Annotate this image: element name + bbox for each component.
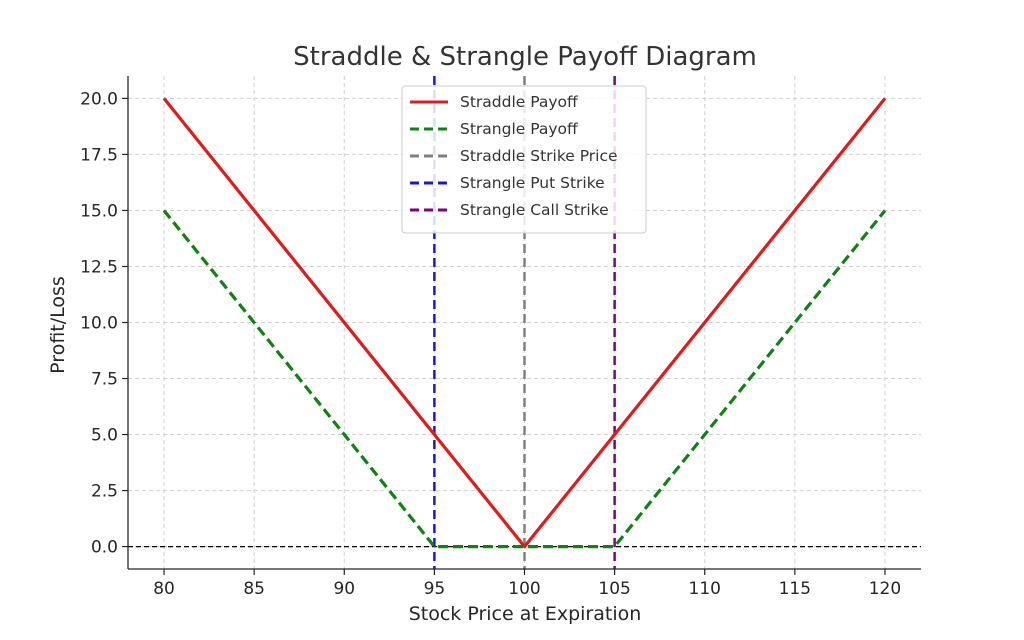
- tick-labels: 80 85 90 95 100 105 110 115 120 0.0 2.5 5.0 7.5 10.0 1…: [80, 89, 901, 599]
- legend: Straddle Payoff Strangle Payoff Straddle S…: [401, 85, 647, 234]
- legend-box: [401, 85, 647, 234]
- y-tick-label: 12.5: [80, 257, 118, 277]
- x-tick-label: 120: [869, 579, 901, 599]
- y-tick-label: 15.0: [80, 201, 118, 221]
- series-line: [162, 209, 887, 549]
- chart-title: Straddle & Strangle Payoff Diagram: [293, 42, 757, 72]
- strike-lines: [433, 76, 616, 569]
- y-tick-label: 10.0: [80, 314, 118, 334]
- x-tick-label: 95: [424, 579, 446, 599]
- x-tick-label: 110: [689, 579, 721, 599]
- y-tick-label: 2.5: [91, 482, 118, 502]
- x-tick-label: 80: [153, 579, 175, 599]
- legend-label: Strangle Call Strike: [460, 201, 609, 219]
- x-tick-label: 90: [333, 579, 355, 599]
- x-tick-label: 85: [243, 579, 265, 599]
- y-tick-label: 17.5: [80, 145, 118, 165]
- legend-label: Strangle Put Strike: [460, 174, 605, 192]
- y-tick-label: 20.0: [80, 89, 118, 109]
- y-tick-label: 0.0: [91, 538, 118, 558]
- y-tick-label: 5.0: [91, 426, 118, 446]
- y-tick-label: 7.5: [91, 370, 118, 390]
- legend-label: Straddle Strike Price: [460, 147, 618, 165]
- x-axis-title: Stock Price at Expiration: [409, 603, 642, 625]
- x-tick-label: 105: [598, 579, 630, 599]
- legend-label: Strangle Payoff: [460, 120, 578, 138]
- x-tick-label: 115: [779, 579, 811, 599]
- y-axis-title: Profit/Loss: [47, 276, 69, 374]
- series-lines: [162, 97, 887, 549]
- x-tick-label: 100: [508, 579, 540, 599]
- series-line: [162, 97, 887, 549]
- legend-label: Straddle Payoff: [460, 93, 578, 111]
